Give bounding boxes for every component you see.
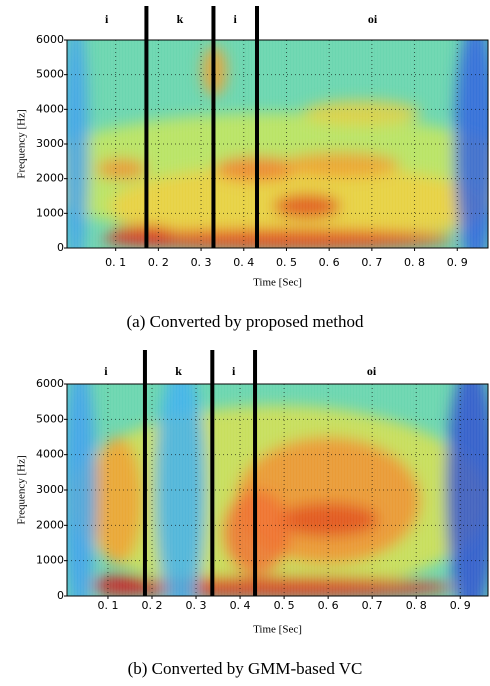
x-axis-label: Time [Sec] bbox=[253, 624, 302, 636]
x-tick-label: 0. 7 bbox=[361, 256, 382, 269]
x-tick-label: 0. 6 bbox=[318, 599, 339, 612]
y-tick-label: 0 bbox=[57, 241, 64, 254]
x-tick-label: 0. 9 bbox=[447, 256, 468, 269]
y-axis-label: Frequency [Hz] bbox=[16, 109, 28, 178]
segment-label: i bbox=[232, 364, 236, 378]
segment-label: k bbox=[177, 12, 184, 26]
y-tick-label: 0 bbox=[57, 589, 64, 602]
energy-region bbox=[92, 574, 152, 596]
y-tick-label: 1000 bbox=[36, 554, 64, 567]
y-tick-label: 1000 bbox=[36, 206, 64, 219]
energy-region bbox=[96, 158, 147, 180]
energy-region bbox=[273, 193, 341, 219]
segment-label: i bbox=[104, 364, 108, 378]
y-tick-label: 6000 bbox=[36, 377, 64, 390]
x-tick-label: 0. 9 bbox=[450, 599, 471, 612]
energy-region bbox=[281, 152, 400, 178]
caption: (b) Converted by GMM-based VC bbox=[128, 659, 363, 678]
x-axis-label: Time [Sec] bbox=[253, 277, 302, 289]
y-tick-label: 5000 bbox=[36, 68, 64, 81]
x-tick-label: 0. 7 bbox=[362, 599, 383, 612]
segment-label: oi bbox=[368, 12, 378, 26]
caption: (a) Converted by proposed method bbox=[127, 312, 364, 331]
y-tick-label: 4000 bbox=[36, 102, 64, 115]
x-tick-label: 0. 5 bbox=[274, 599, 295, 612]
x-tick-label: 0. 4 bbox=[230, 599, 251, 612]
y-tick-label: 4000 bbox=[36, 448, 64, 461]
x-tick-label: 0. 2 bbox=[141, 599, 162, 612]
energy-region bbox=[92, 437, 143, 565]
x-tick-label: 0. 5 bbox=[276, 256, 297, 269]
x-tick-label: 0. 6 bbox=[319, 256, 340, 269]
y-tick-label: 3000 bbox=[36, 483, 64, 496]
energy-region bbox=[67, 384, 97, 596]
segment-label: k bbox=[175, 364, 182, 378]
energy-region bbox=[277, 502, 379, 537]
y-tick-label: 2000 bbox=[36, 518, 64, 531]
x-tick-label: 0. 4 bbox=[233, 256, 254, 269]
spectrogram bbox=[67, 384, 488, 596]
x-tick-label: 0. 3 bbox=[186, 599, 207, 612]
x-tick-label: 0. 8 bbox=[404, 256, 425, 269]
y-tick-label: 3000 bbox=[36, 137, 64, 150]
y-tick-label: 2000 bbox=[36, 172, 64, 185]
segment-label: oi bbox=[367, 364, 377, 378]
x-tick-label: 0. 1 bbox=[97, 599, 118, 612]
spectrogram-texture bbox=[67, 40, 488, 248]
y-tick-label: 5000 bbox=[36, 412, 64, 425]
y-tick-label: 6000 bbox=[36, 33, 64, 46]
energy-region bbox=[445, 384, 488, 596]
x-tick-label: 0. 8 bbox=[406, 599, 427, 612]
y-axis-label: Frequency [Hz] bbox=[16, 455, 28, 524]
energy-region bbox=[100, 229, 455, 248]
energy-region bbox=[67, 40, 89, 248]
x-tick-label: 0. 2 bbox=[148, 256, 169, 269]
x-tick-label: 0. 1 bbox=[105, 256, 126, 269]
energy-region bbox=[155, 384, 206, 596]
x-tick-label: 0. 3 bbox=[191, 256, 212, 269]
energy-region bbox=[109, 225, 177, 246]
energy-region bbox=[302, 100, 421, 126]
segment-label: i bbox=[234, 12, 238, 26]
spectrogram-texture bbox=[67, 384, 488, 596]
segment-label: i bbox=[105, 12, 109, 26]
